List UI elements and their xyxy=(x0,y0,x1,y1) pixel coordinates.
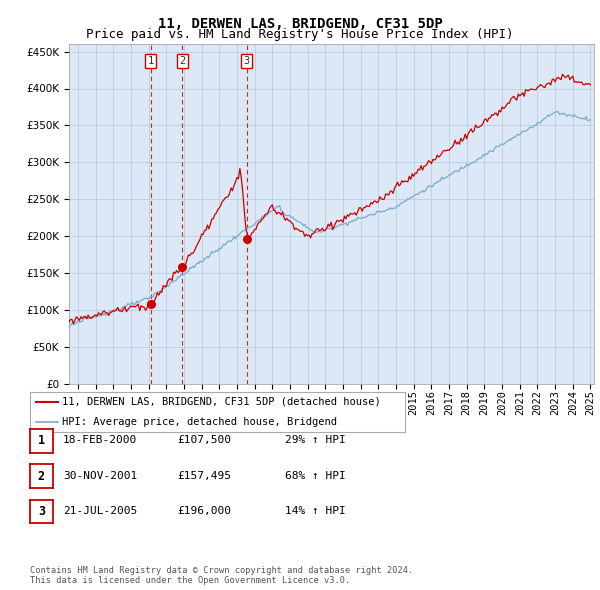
Text: 30-NOV-2001: 30-NOV-2001 xyxy=(63,471,137,480)
Text: 18-FEB-2000: 18-FEB-2000 xyxy=(63,435,137,445)
Text: 3: 3 xyxy=(38,505,45,518)
Text: 11, DERWEN LAS, BRIDGEND, CF31 5DP (detached house): 11, DERWEN LAS, BRIDGEND, CF31 5DP (deta… xyxy=(62,397,380,407)
Text: £157,495: £157,495 xyxy=(177,471,231,480)
Text: 1: 1 xyxy=(148,56,154,66)
Text: 68% ↑ HPI: 68% ↑ HPI xyxy=(285,471,346,480)
Text: 2: 2 xyxy=(179,56,185,66)
Text: 1: 1 xyxy=(38,434,45,447)
Text: 21-JUL-2005: 21-JUL-2005 xyxy=(63,506,137,516)
Text: 29% ↑ HPI: 29% ↑ HPI xyxy=(285,435,346,445)
Text: 11, DERWEN LAS, BRIDGEND, CF31 5DP: 11, DERWEN LAS, BRIDGEND, CF31 5DP xyxy=(158,17,442,31)
Text: 14% ↑ HPI: 14% ↑ HPI xyxy=(285,506,346,516)
Text: Contains HM Land Registry data © Crown copyright and database right 2024.
This d: Contains HM Land Registry data © Crown c… xyxy=(30,566,413,585)
Text: Price paid vs. HM Land Registry's House Price Index (HPI): Price paid vs. HM Land Registry's House … xyxy=(86,28,514,41)
Text: 2: 2 xyxy=(38,470,45,483)
Text: £107,500: £107,500 xyxy=(177,435,231,445)
Text: 3: 3 xyxy=(244,56,250,66)
Text: HPI: Average price, detached house, Bridgend: HPI: Average price, detached house, Brid… xyxy=(62,417,337,427)
Text: £196,000: £196,000 xyxy=(177,506,231,516)
